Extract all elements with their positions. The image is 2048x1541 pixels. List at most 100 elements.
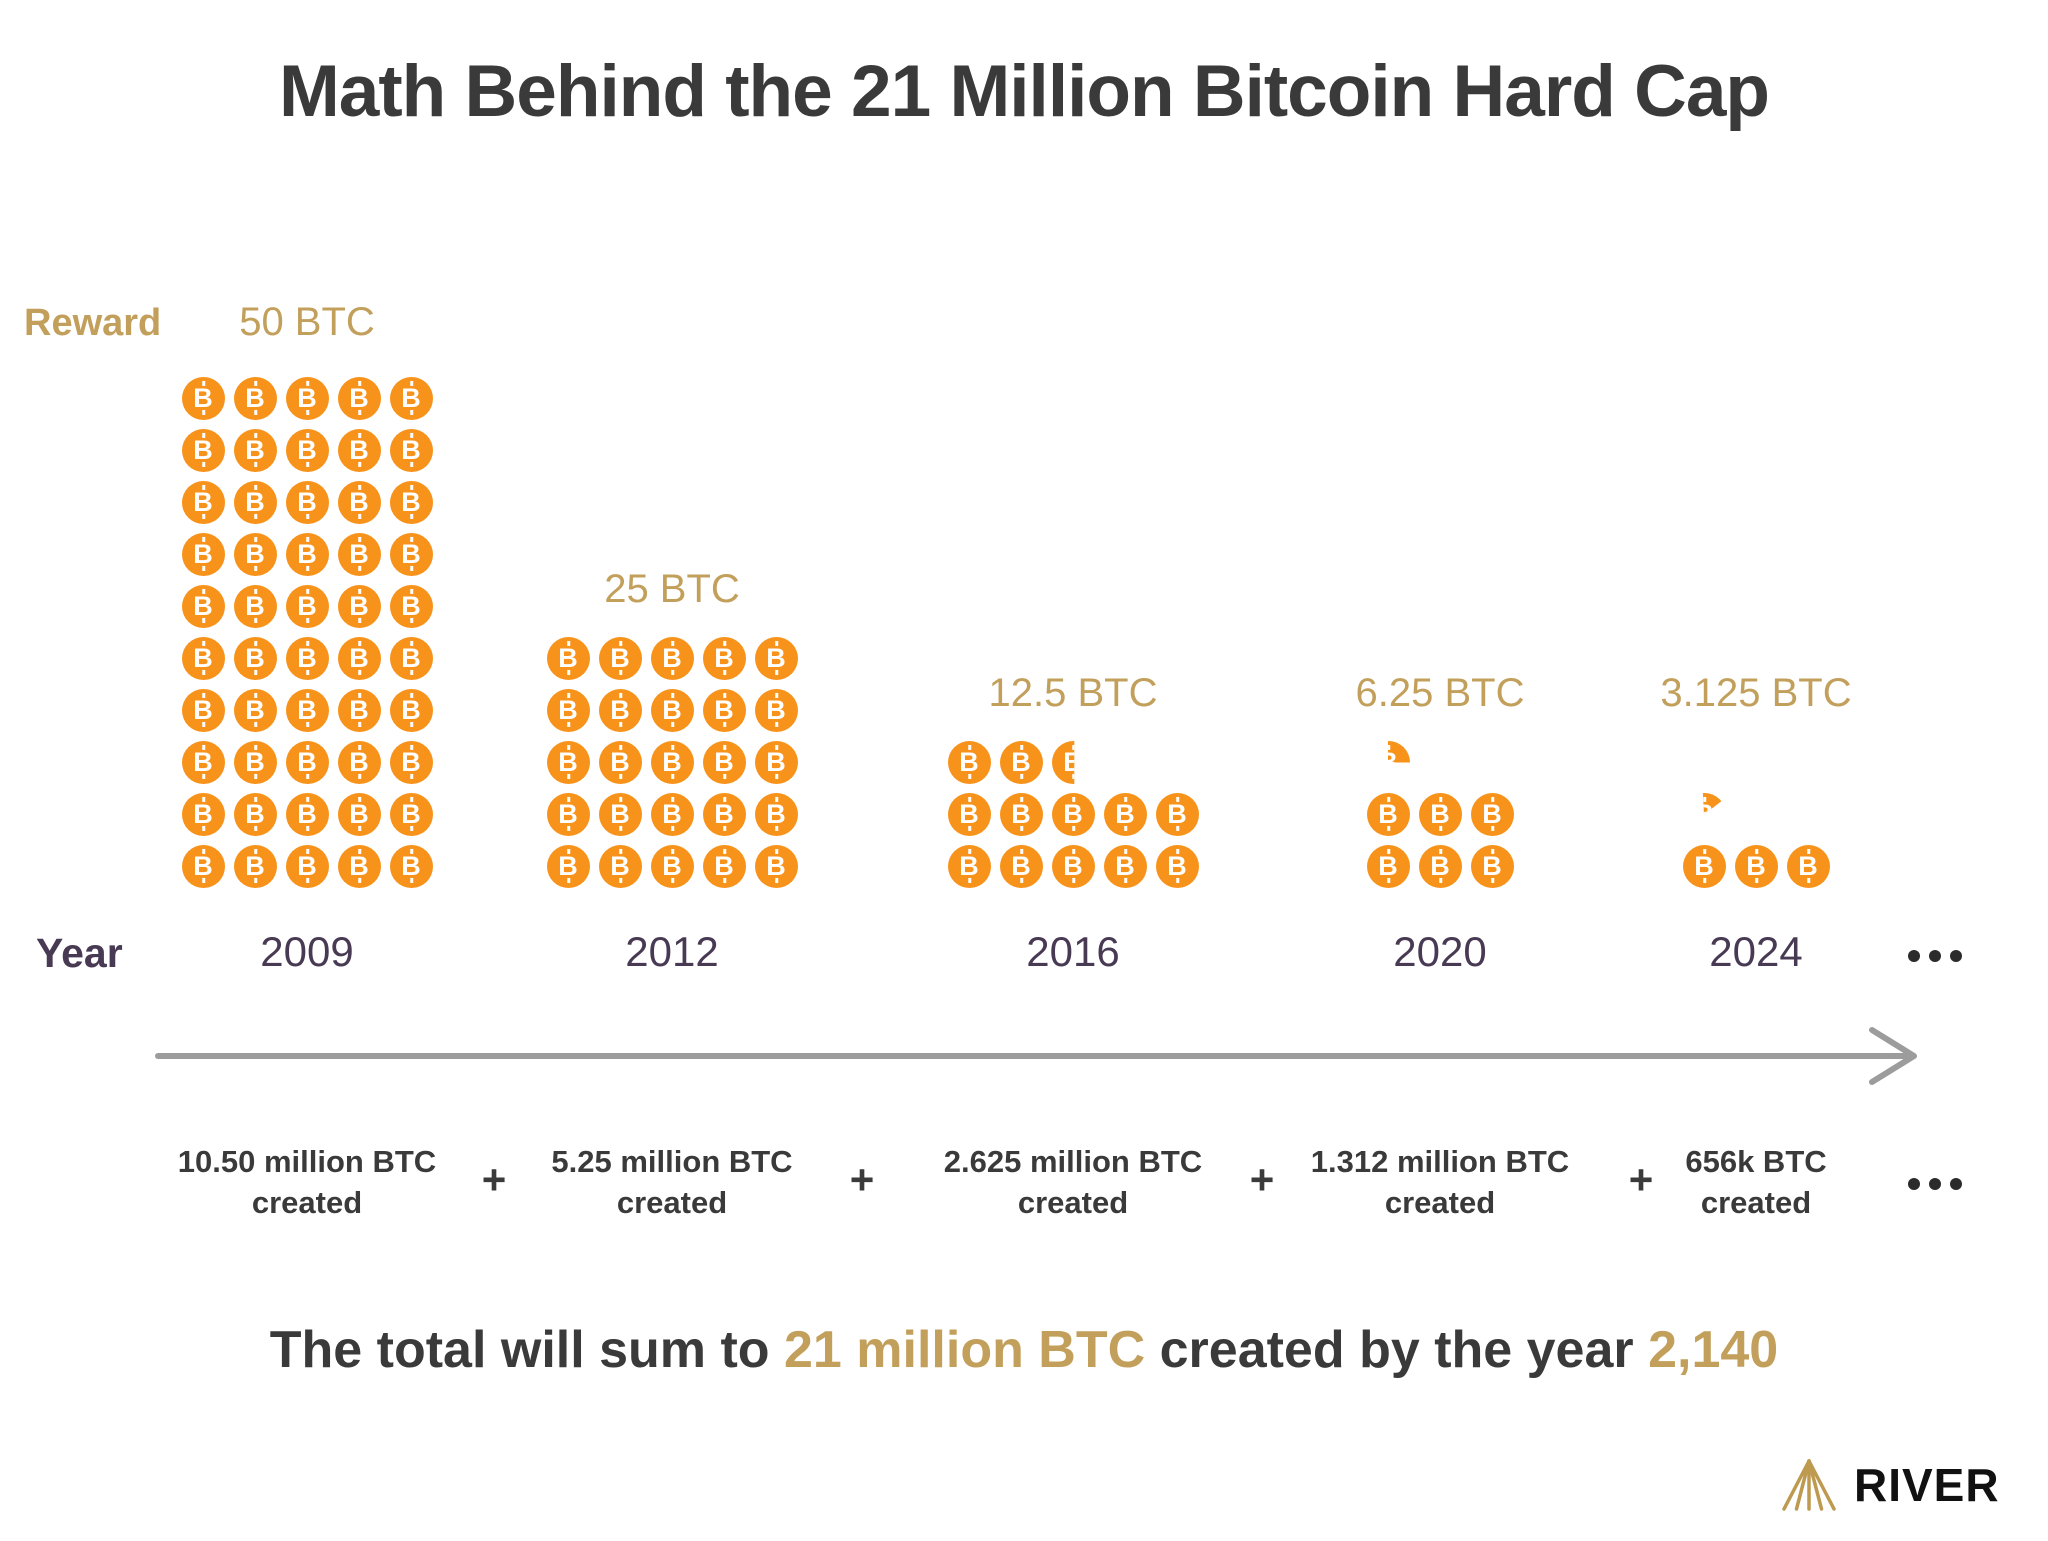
bitcoin-b-glyph: B [610,640,630,675]
bitcoin-coin-icon: B [1470,793,1514,836]
bitcoin-coin-icon: B [389,377,433,420]
bitcoin-b-glyph: B [610,796,630,831]
river-brand-text: RIVER [1854,1459,2000,1511]
bitcoin-coin-icon: B [285,845,329,888]
bitcoin-b-glyph: B [714,744,734,779]
bitcoin-b-glyph: B [401,692,421,727]
btc-created-label-2012: 5.25 million BTC created [551,1142,792,1224]
bitcoin-coin-icon: B [337,845,381,888]
bitcoin-coin-icon: B [947,845,991,888]
bitcoin-coin-icon: B [754,793,798,836]
bitcoin-coin-icon: B [389,741,433,784]
bitcoin-coin-icon: B [702,637,746,680]
bitcoin-coin-icon: B [181,793,225,836]
bitcoin-coin-icon: B [650,793,694,836]
bitcoin-coin-icon: B [1051,793,1095,836]
bitcoin-coin-icon: B [650,741,694,784]
bitcoin-b-glyph: B [401,432,421,467]
bitcoin-coin-icon: B [598,741,642,784]
bitcoin-coin-icon: B [650,689,694,732]
bitcoin-b-glyph: B [1746,848,1766,883]
bitcoin-b-glyph: B [1167,796,1187,831]
bitcoin-b-glyph: B [245,744,265,779]
bitcoin-coin-icon: B [181,533,225,576]
bitcoin-b-glyph: B [297,848,317,883]
bitcoin-coin-icon: B [285,793,329,836]
bitcoin-b-glyph: B [558,640,578,675]
coin-row: B [1683,793,1830,836]
bitcoin-b-glyph: B [349,588,369,623]
bitcoin-b-glyph: B [297,484,317,519]
summary-year-highlight: 2,140 [1648,1321,1779,1379]
years-continuation-dots-icon [1908,950,1962,962]
bitcoin-b-glyph: B [401,536,421,571]
bitcoin-coin-icon: B [337,429,381,472]
bitcoin-coin-icon: B [337,481,381,524]
bitcoin-coin-icon: B [285,585,329,628]
summary-text-1: The total will sum to [269,1321,785,1379]
bitcoin-b-glyph: B [662,848,682,883]
bitcoin-coin-icon: B [1734,845,1778,888]
bitcoin-coin-icon: B [1470,845,1514,888]
btc-created-word: created [616,1184,728,1220]
bitcoin-b-glyph: B [1482,796,1502,831]
bitcoin-coin-icon: B [598,689,642,732]
bitcoin-coin-icon: B [702,741,746,784]
bitcoin-b-glyph: B [297,380,317,415]
bitcoin-b-glyph: B [193,744,213,779]
bitcoin-coin-icon: B [754,845,798,888]
btc-created-amount: 2.625 million BTC [943,1144,1203,1179]
bitcoin-coin-icon: B [181,637,225,680]
bitcoin-coin-icon: B [285,481,329,524]
bitcoin-coin-icon: B [233,429,277,472]
bitcoin-b-glyph: B [193,640,213,675]
bitcoin-b-glyph: B [662,640,682,675]
reward-value-label-2024: 3.125 BTC [1660,671,1852,715]
bitcoin-b-glyph: B [662,796,682,831]
bitcoin-coin-icon: B [389,481,433,524]
reward-value-label-2020: 6.25 BTC [1355,671,1525,715]
bitcoin-b-glyph: B [193,536,213,571]
year-tick-2024: 2024 [1709,928,1803,975]
bitcoin-b-glyph: B [1430,796,1450,831]
bitcoin-b-glyph: B [349,536,369,571]
bitcoin-b-glyph: B [245,588,265,623]
bitcoin-b-glyph: B [245,640,265,675]
bitcoin-coin-icon: B [285,637,329,680]
bitcoin-b-glyph: B [245,432,265,467]
bitcoin-b-glyph: B [401,744,421,779]
bitcoin-coin-icon: B [1786,845,1830,888]
bitcoin-coin-icon: B [650,845,694,888]
bitcoin-coin-icon: B [181,741,225,784]
bitcoin-b-glyph: B [245,692,265,727]
plus-sign: + [1628,1156,1654,1203]
bitcoin-coin-icon: B [999,845,1043,888]
plus-sign: + [849,1156,875,1203]
bitcoin-coin-icon: B [1051,845,1095,888]
bitcoin-b-glyph: B [610,744,630,779]
bitcoin-coin-icon: B [546,741,590,784]
year-axis-label: Year [36,930,123,976]
bitcoin-coin-icon: B [1366,845,1410,888]
bitcoin-b-glyph: B [558,848,578,883]
bitcoin-b-glyph: B [714,640,734,675]
bitcoin-b-glyph: B [297,432,317,467]
bitcoin-coin-icon: B [702,845,746,888]
bitcoin-coin-icon: B [1682,845,1726,888]
bitcoin-b-glyph: B [297,536,317,571]
bitcoin-b-glyph: B [558,796,578,831]
bitcoin-b-glyph: B [959,796,979,831]
bitcoin-b-glyph: B [297,640,317,675]
bitcoin-b-glyph: B [297,588,317,623]
btc-created-label-2020: 1.312 million BTC created [1311,1142,1569,1224]
